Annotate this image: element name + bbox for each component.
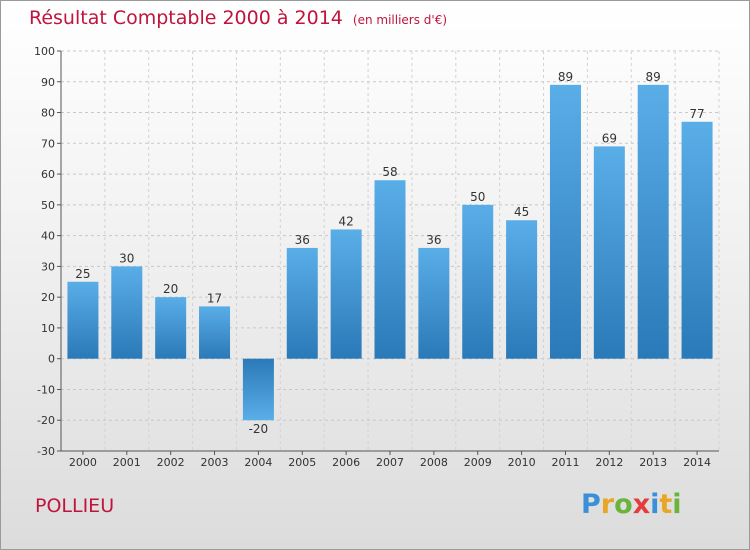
x-tick-label: 2006 (332, 456, 360, 469)
x-tick-label: 2005 (288, 456, 316, 469)
bar (462, 204, 494, 359)
logo-letter: i (650, 489, 660, 520)
bar (199, 306, 231, 359)
title-main: Résultat Comptable 2000 à 2014 (29, 7, 343, 29)
logo-letter: r (600, 489, 615, 520)
bar-value-label: 45 (514, 205, 529, 219)
bar-value-label: 20 (163, 282, 178, 296)
bar (637, 84, 669, 359)
bar-value-label: 69 (602, 131, 617, 145)
y-tick-label: 20 (41, 291, 55, 304)
bar (681, 121, 713, 359)
bar (593, 146, 625, 359)
bar (549, 84, 581, 359)
bar (374, 180, 406, 359)
y-tick-label: 80 (41, 107, 55, 120)
bar-value-label: 17 (207, 291, 222, 305)
y-tick-label: -10 (37, 383, 55, 396)
logo-letter: o (614, 489, 633, 520)
y-tick-label: 70 (41, 137, 55, 150)
x-tick-label: 2007 (376, 456, 404, 469)
y-tick-label: 60 (41, 168, 55, 181)
y-tick-label: -30 (37, 445, 55, 458)
logo-letter: t (659, 489, 673, 520)
data-labels: 25 30 20 17 -20 36 42 58 36 50 45 89 69 89 77 (75, 70, 704, 436)
bar-value-label: -20 (249, 422, 269, 436)
y-tick-label: -20 (37, 414, 55, 427)
x-tick-label: 2003 (201, 456, 229, 469)
x-tick-label: 2013 (639, 456, 667, 469)
bar-value-label: 36 (295, 233, 310, 247)
x-tick-label: 2009 (464, 456, 492, 469)
bar (67, 281, 99, 359)
bar (155, 297, 187, 359)
y-tick-label: 30 (41, 260, 55, 273)
bar (330, 229, 362, 359)
x-tick-label: 2002 (157, 456, 185, 469)
bar-value-label: 30 (119, 251, 134, 265)
x-tick-label: 2014 (683, 456, 711, 469)
bar-value-label: 42 (338, 214, 353, 228)
x-tick-label: 2004 (244, 456, 272, 469)
y-tick-label: 0 (48, 353, 55, 366)
proxiti-logo[interactable]: Proxiti (581, 489, 682, 520)
chart-title: Résultat Comptable 2000 à 2014 (en millie… (29, 7, 447, 29)
bar-value-label: 89 (558, 70, 573, 84)
bar-value-label: 50 (470, 190, 485, 204)
bar-value-label: 58 (382, 165, 397, 179)
y-tick-label: 10 (41, 322, 55, 335)
axes: -30 -20 -10 0 10 20 30 40 50 60 70 80 90 100 2000 2001 2… (34, 45, 719, 469)
bar-value-label: 25 (75, 267, 90, 281)
logo-letter: P (581, 489, 601, 520)
bars (67, 84, 713, 421)
x-tick-label: 2011 (551, 456, 579, 469)
x-tick-label: 2001 (113, 456, 141, 469)
bar-value-label: 77 (689, 107, 704, 121)
logo-letter: x (632, 489, 651, 520)
bar (242, 358, 274, 421)
logo-letter: i (672, 489, 682, 520)
bar (506, 220, 538, 359)
title-subtitle: (en milliers d'€) (352, 13, 448, 27)
bar (418, 247, 450, 359)
y-tick-label: 100 (34, 45, 55, 58)
bar-value-label: 89 (646, 70, 661, 84)
y-tick-label: 90 (41, 76, 55, 89)
x-tick-label: 2012 (595, 456, 623, 469)
x-tick-label: 2000 (69, 456, 97, 469)
bar-value-label: 36 (426, 233, 441, 247)
y-tick-label: 40 (41, 230, 55, 243)
bar (286, 247, 318, 359)
grid-lines (60, 50, 720, 452)
y-tick-label: 50 (41, 199, 55, 212)
x-tick-label: 2008 (420, 456, 448, 469)
x-tick-label: 2010 (508, 456, 536, 469)
bar (111, 266, 143, 359)
commune-name: POLLIEU (35, 495, 115, 517)
